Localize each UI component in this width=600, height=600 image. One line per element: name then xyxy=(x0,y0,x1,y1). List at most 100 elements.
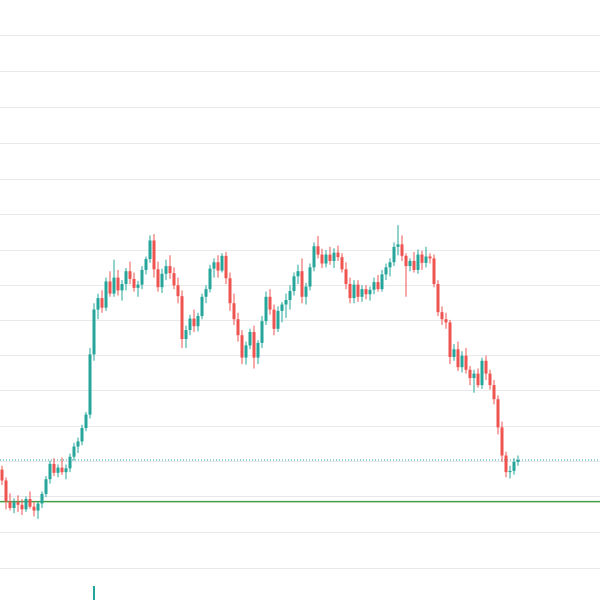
candle xyxy=(444,312,448,329)
candle-body xyxy=(272,309,276,329)
candle-body xyxy=(256,342,260,358)
candle-body xyxy=(176,285,180,297)
candle xyxy=(384,263,388,281)
candle xyxy=(196,312,200,332)
candle-body xyxy=(432,258,436,284)
candle-body xyxy=(228,278,232,304)
candle xyxy=(172,267,176,290)
candle xyxy=(288,285,292,310)
candle-body xyxy=(48,463,52,480)
candle xyxy=(404,253,408,297)
candle xyxy=(8,493,12,511)
candle-body xyxy=(96,298,100,310)
candle xyxy=(164,259,168,281)
candle-body xyxy=(224,255,228,279)
candle xyxy=(312,242,316,272)
candle xyxy=(364,285,368,300)
candle-body xyxy=(160,273,164,288)
candle-body xyxy=(336,252,340,258)
candle-body xyxy=(20,504,24,510)
candle xyxy=(440,306,444,325)
candle-body xyxy=(204,289,208,297)
candle xyxy=(176,277,180,304)
candle xyxy=(216,255,220,278)
candle-body xyxy=(300,271,304,297)
candle-body xyxy=(8,501,12,508)
candle xyxy=(112,259,116,297)
volume-bar xyxy=(93,586,95,600)
candle-body xyxy=(480,360,484,386)
candle-body xyxy=(468,369,472,379)
candle xyxy=(72,442,76,461)
candle xyxy=(212,258,216,278)
candle-body xyxy=(36,503,40,511)
candle-body xyxy=(280,304,284,311)
candle-body xyxy=(164,266,168,274)
candle-body xyxy=(340,257,344,270)
candle xyxy=(372,277,376,295)
candle-body xyxy=(120,284,124,291)
candle-body xyxy=(72,446,76,457)
candle xyxy=(316,236,320,259)
candle-body xyxy=(196,316,200,327)
candle xyxy=(348,277,352,304)
candle xyxy=(4,477,8,510)
candle xyxy=(488,369,492,390)
candle-body xyxy=(464,355,468,370)
candle xyxy=(60,457,64,475)
candle xyxy=(388,258,392,277)
candle-body xyxy=(56,467,60,473)
candle-body xyxy=(312,246,316,268)
candle-body xyxy=(76,441,80,447)
candle-body xyxy=(92,309,96,355)
candle xyxy=(496,395,500,435)
candle-body xyxy=(304,286,308,297)
candle-body xyxy=(484,360,488,374)
candle xyxy=(204,285,208,304)
candle xyxy=(236,312,240,342)
candle xyxy=(392,242,396,267)
candle xyxy=(428,253,432,264)
candle xyxy=(300,258,304,304)
candle-body xyxy=(500,427,504,456)
candle-body xyxy=(504,455,508,473)
candle-body xyxy=(220,255,224,271)
candle-body xyxy=(440,312,444,320)
candle-body xyxy=(412,260,416,270)
candle-body xyxy=(172,273,176,286)
candle-body xyxy=(296,271,300,277)
candle xyxy=(476,368,480,388)
candle xyxy=(260,316,264,348)
candle xyxy=(208,264,212,293)
candle-body xyxy=(240,335,244,358)
candle xyxy=(396,225,400,256)
candle xyxy=(360,285,364,302)
candle xyxy=(248,328,252,350)
candle xyxy=(252,325,256,369)
candle xyxy=(352,280,356,304)
candle-body xyxy=(316,246,320,255)
candle-body xyxy=(476,373,480,386)
candle-body xyxy=(400,244,404,256)
candle xyxy=(456,341,460,372)
candle xyxy=(76,437,80,453)
candle xyxy=(452,344,456,361)
candle-body xyxy=(344,269,348,284)
candle xyxy=(192,309,196,332)
candle-body xyxy=(216,262,220,271)
candle-body xyxy=(360,289,364,297)
candle xyxy=(28,491,32,509)
candle xyxy=(144,256,148,275)
candle xyxy=(52,458,56,476)
candle xyxy=(328,246,332,265)
candle-body xyxy=(488,373,492,386)
candle xyxy=(432,254,436,288)
candle-body xyxy=(356,284,360,297)
candle xyxy=(292,272,296,296)
candle xyxy=(220,253,224,273)
candle xyxy=(512,458,516,475)
candle xyxy=(504,451,508,478)
candle xyxy=(500,421,504,462)
candle xyxy=(460,351,464,373)
